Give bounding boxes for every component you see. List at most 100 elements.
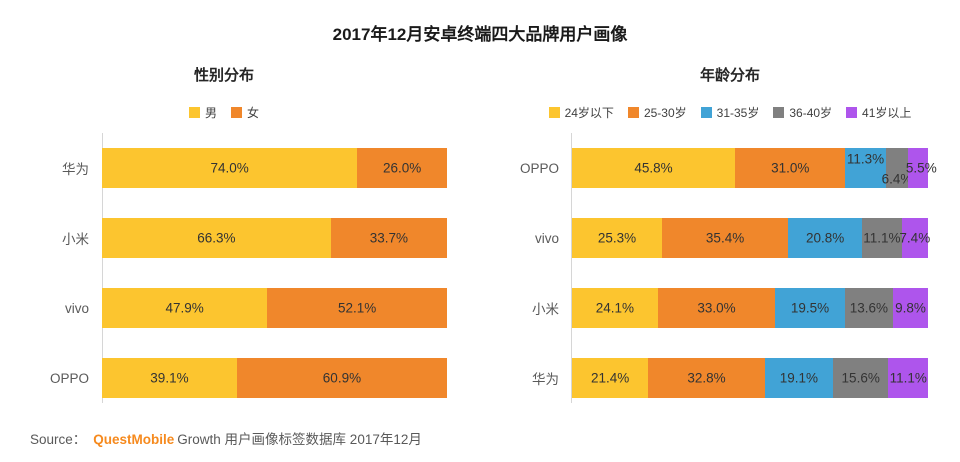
bar-segment-36-40岁: 15.6%: [832, 358, 889, 398]
bar-row: vivo 47.9% 52.1%: [0, 273, 448, 343]
gender-chart-title: 性别分布: [193, 67, 254, 84]
gender-chart-plot: 华为 74.0% 26.0% 小米 66.3% 33.7% vivo 47.9% 52.1% OP…: [0, 133, 448, 413]
legend-label: 25-30岁: [643, 106, 687, 120]
bar-row: vivo 25.3% 35.4% 20.8% 11.1% 7.4%: [460, 203, 931, 273]
bar-segment-男: 74.0%: [102, 148, 358, 188]
legend-item: 25-30岁: [627, 104, 687, 121]
legend-label: 女: [247, 106, 260, 120]
category-label: 小米: [62, 232, 89, 247]
bar-row: OPPO 39.1% 60.9%: [0, 343, 448, 413]
bar-segment-31-35岁: 11.3%: [845, 148, 886, 188]
value-label: 52.1%: [337, 300, 377, 316]
legend-item: 41岁以上: [846, 104, 911, 121]
value-label: 25.3%: [597, 230, 637, 246]
bar-segment-41岁以上: 9.8%: [893, 288, 928, 328]
legend-swatch-icon: [627, 107, 639, 118]
legend-label: 36-40岁: [789, 106, 833, 120]
source-line: Source： QuestMobile Growth 用户画像标签数据库 2017年…: [30, 428, 422, 448]
bar-segment-31-35岁: 19.1%: [764, 358, 833, 398]
bar-segment-24岁以下: 24.1%: [572, 288, 658, 328]
bar-row: 华为 74.0% 26.0%: [0, 133, 448, 203]
legend-swatch-icon: [773, 107, 785, 118]
age-chart-title: 年龄分布: [699, 67, 760, 84]
bar-segment-25-30岁: 33.0%: [657, 288, 776, 328]
value-label: 9.8%: [895, 300, 926, 316]
bar-segment-36-40岁: 13.6%: [844, 288, 894, 328]
bar-segment-女: 60.9%: [236, 358, 447, 398]
legend-label: 31-35岁: [716, 106, 760, 120]
category-label: OPPO: [49, 370, 89, 386]
legend-label: 男: [204, 106, 217, 120]
stacked-bar: 66.3% 33.7%: [102, 218, 447, 258]
value-label: 20.8%: [805, 230, 845, 246]
bar-segment-男: 66.3%: [102, 218, 331, 258]
value-label: 21.4%: [590, 370, 630, 386]
bar-row: 小米 66.3% 33.7%: [0, 203, 448, 273]
source-suffix: Growth 用户画像标签数据库 2017年12月: [177, 432, 422, 447]
stacked-bar: 45.8% 31.0% 11.3% 6.4% 5.5%: [572, 148, 937, 188]
bar-row: 小米 24.1% 33.0% 19.5% 13.6% 9.8%: [460, 273, 928, 343]
value-label: 6.4%: [881, 171, 913, 187]
source-brand: QuestMobile: [93, 432, 175, 447]
value-label: 35.4%: [705, 230, 745, 246]
bar-segment-男: 39.1%: [102, 358, 237, 398]
age-chart-plot: OPPO 45.8% 31.0% 11.3% 6.4% 5.5% vivo 25.3% 35.4…: [460, 133, 937, 413]
bar-segment-41岁以上: 5.5%: [906, 148, 937, 188]
bar-segment-41岁以上: 7.4%: [899, 218, 931, 258]
stacked-bar: 39.1% 60.9%: [102, 358, 447, 398]
gender-chart-legend: 男女: [0, 104, 448, 121]
legend-label: 24岁以下: [564, 106, 614, 120]
category-label: 小米: [532, 302, 559, 317]
stacked-bar: 74.0% 26.0%: [102, 148, 447, 188]
bar-segment-女: 52.1%: [267, 288, 447, 328]
legend-label: 41岁以上: [862, 106, 912, 120]
category-label: 华为: [532, 372, 559, 387]
bar-segment-女: 26.0%: [357, 148, 447, 188]
page-title: 2017年12月安卓终端四大品牌用户画像: [332, 25, 628, 44]
value-label: 24.1%: [595, 300, 635, 316]
value-label: 39.1%: [150, 370, 189, 386]
value-label: 66.3%: [197, 230, 236, 246]
value-label: 60.9%: [322, 370, 362, 386]
category-label: OPPO: [519, 160, 559, 176]
legend-swatch-icon: [231, 107, 242, 118]
value-label: 15.6%: [841, 370, 880, 386]
bar-segment-31-35岁: 20.8%: [788, 218, 863, 258]
value-label: 74.0%: [210, 160, 249, 176]
stacked-bar: 47.9% 52.1%: [102, 288, 447, 328]
bar-segment-25-30岁: 31.0%: [735, 148, 846, 188]
value-label: 7.4%: [899, 230, 931, 246]
value-label: 32.8%: [687, 370, 726, 386]
stacked-bar: 21.4% 32.8% 19.1% 15.6% 11.1%: [572, 358, 928, 398]
stacked-bar: 24.1% 33.0% 19.5% 13.6% 9.8%: [572, 288, 928, 328]
legend-swatch-icon: [548, 107, 560, 118]
value-label: 47.9%: [165, 300, 204, 316]
bar-segment-41岁以上: 11.1%: [888, 358, 928, 398]
legend-item: 36-40岁: [773, 104, 832, 121]
value-label: 33.7%: [369, 230, 408, 246]
category-label: 华为: [62, 162, 89, 177]
bar-segment-25-30岁: 35.4%: [662, 218, 789, 258]
legend-swatch-icon: [188, 107, 200, 118]
legend-swatch-icon: [846, 107, 858, 118]
age-chart-axis-line: [571, 133, 572, 403]
value-label: 13.6%: [849, 300, 888, 316]
category-label: vivo: [534, 230, 559, 246]
value-label: 11.1%: [863, 230, 901, 246]
value-label: 11.3%: [846, 151, 885, 167]
legend-item: 男: [188, 104, 217, 121]
value-label: 5.5%: [905, 160, 937, 176]
value-label: 31.0%: [771, 160, 810, 176]
value-label: 26.0%: [383, 160, 422, 176]
value-label: 33.0%: [697, 300, 736, 316]
legend-item: 31-35岁: [700, 104, 760, 121]
legend-item: 24岁以下: [548, 104, 614, 121]
age-chart-legend: 24岁以下 25-30岁 31-35岁 36-40岁 41岁以上: [500, 104, 960, 121]
bar-segment-24岁以下: 21.4%: [572, 358, 649, 398]
value-label: 45.8%: [634, 160, 673, 176]
legend-item: 女: [231, 104, 259, 121]
bar-segment-24岁以下: 45.8%: [572, 148, 736, 188]
value-label: 11.1%: [889, 370, 927, 386]
legend-swatch-icon: [700, 107, 712, 118]
